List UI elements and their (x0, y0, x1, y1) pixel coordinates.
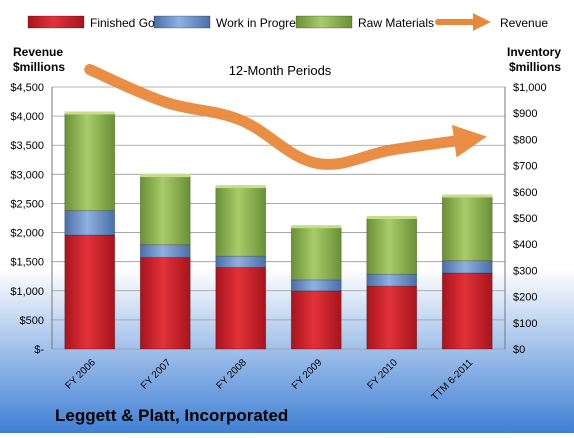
legend-label: Raw Materials (358, 16, 434, 30)
legend-swatch (295, 15, 353, 29)
right-tick-label: $400 (513, 239, 537, 251)
left-tick-label: $4,500 (10, 82, 44, 94)
right-tick-label: $800 (513, 134, 537, 146)
bar-top-cap (215, 185, 266, 189)
right-tick-label: $300 (513, 265, 537, 277)
revenue-line-layer (84, 64, 487, 170)
legend: Finished Goods Work in Progress Raw Materi… (27, 13, 548, 31)
left-axis-title-line2: $millions (13, 60, 65, 74)
right-tick-label: $200 (513, 292, 537, 304)
right-tick-label: $600 (513, 187, 537, 199)
bars (64, 111, 493, 350)
right-tick-label: $500 (513, 213, 537, 225)
company-name: Leggett & Platt, Incorporated (55, 406, 288, 425)
left-tick-label: $2,000 (10, 228, 44, 240)
left-tick-label: $2,500 (10, 198, 44, 210)
revenue-line (84, 64, 487, 170)
bar-raw-materials (290, 226, 342, 281)
legend-label: Finished Goods (90, 16, 174, 30)
chart-subtitle: 12-Month Periods (229, 63, 332, 78)
bar-finished-goods (290, 290, 342, 350)
legend-label: Revenue (500, 16, 548, 30)
bar-finished-goods (441, 272, 493, 350)
right-tick-label: $900 (513, 108, 537, 120)
legend-label: Work in Progress (216, 16, 308, 30)
left-axis-ticks: $- $500 $1,000 $1,500 $2,000 $2,500 $3,000 $3,5… (10, 82, 44, 356)
right-axis-title-line1: Inventory (507, 45, 561, 59)
left-axis-title-line1: Revenue (13, 45, 63, 59)
bar-work-in-progress (366, 273, 418, 287)
bar-raw-materials (215, 186, 267, 257)
bar-finished-goods (139, 256, 191, 350)
legend-swatch (153, 15, 211, 29)
bar-finished-goods (366, 285, 418, 350)
right-tick-label: $100 (513, 318, 537, 330)
bar-work-in-progress (139, 244, 191, 258)
bar-top-cap (64, 111, 115, 115)
bar-finished-goods (64, 234, 116, 350)
left-tick-label: $3,500 (10, 140, 44, 152)
right-tick-label: $1,000 (513, 82, 547, 94)
bar-work-in-progress (441, 260, 493, 274)
bar-work-in-progress (215, 255, 267, 268)
left-tick-label: $1,000 (10, 286, 44, 298)
left-tick-label: $4,000 (10, 111, 44, 123)
bar-top-cap (140, 174, 191, 178)
right-tick-label: $700 (513, 161, 537, 173)
bar-work-in-progress (64, 210, 116, 236)
bar-top-cap (442, 194, 493, 198)
bar-raw-materials (366, 217, 418, 275)
bar-work-in-progress (290, 279, 342, 292)
left-tick-label: $- (34, 344, 44, 356)
left-tick-label: $1,500 (10, 257, 44, 269)
bar-raw-materials (441, 196, 493, 262)
right-tick-label: $0 (513, 344, 525, 356)
bar-top-cap (291, 225, 342, 229)
legend-swatch (27, 15, 85, 29)
right-axis-ticks: $0 $100 $200 $300 $400 $500 $600 $700 $800 $900 $1… (513, 82, 547, 356)
right-axis-title-line2: $millions (509, 60, 561, 74)
bar-top-cap (366, 216, 417, 219)
bar-finished-goods (215, 266, 267, 350)
left-tick-label: $3,000 (10, 169, 44, 181)
bar-raw-materials (64, 113, 116, 212)
left-tick-label: $500 (20, 315, 44, 327)
bar-raw-materials (139, 175, 191, 246)
